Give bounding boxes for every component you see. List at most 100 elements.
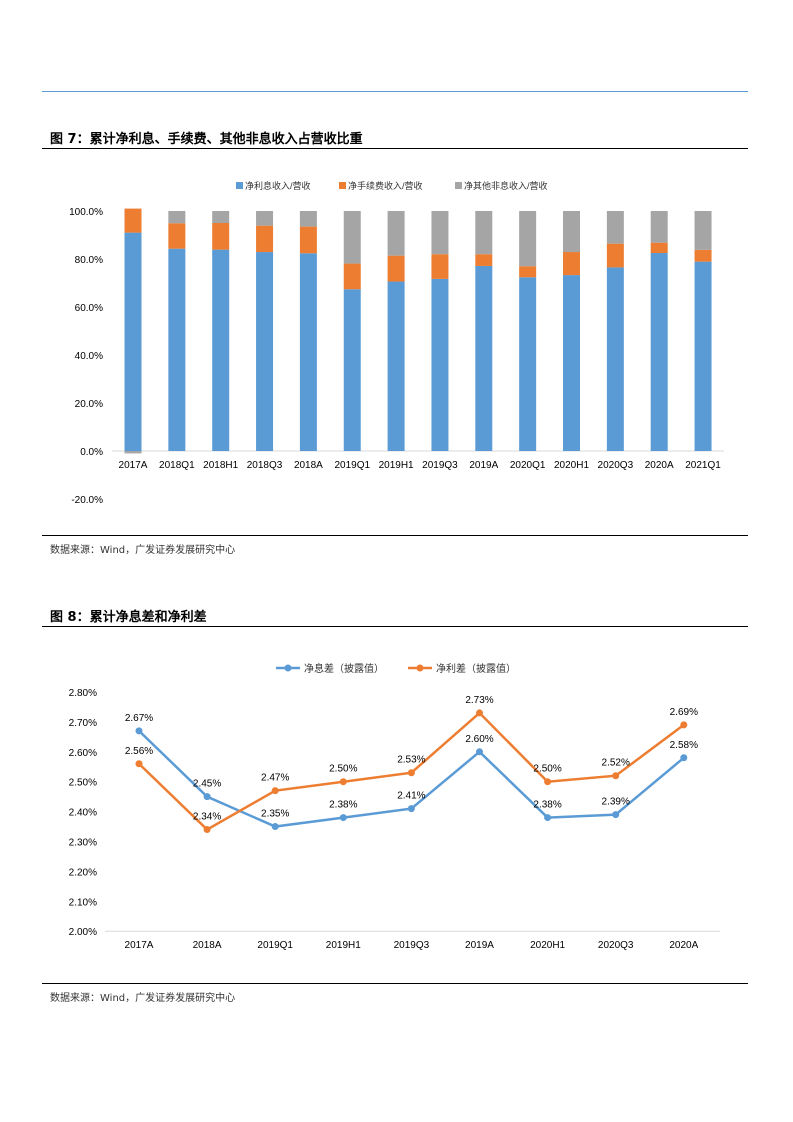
bar-segment <box>212 211 230 223</box>
bar-segment <box>124 232 142 451</box>
legend-marker <box>416 664 424 672</box>
data-point <box>339 778 347 786</box>
legend-label: 净息差（披露值） <box>304 662 384 675</box>
figure7-source: 数据来源：Wind，广发证券发展研究中心 <box>50 545 236 556</box>
data-label: 2.50% <box>329 764 357 775</box>
data-label: 2.35% <box>261 809 289 820</box>
bar-segment <box>387 255 405 282</box>
y-tick-label: 2.80% <box>69 688 97 699</box>
x-tick-label: 2018A <box>193 940 222 951</box>
header-rule <box>42 91 748 92</box>
x-tick-label: 2019H1 <box>379 460 414 471</box>
data-label: 2.69% <box>670 707 698 718</box>
legend-label: 净其他非息收入/营收 <box>464 180 548 191</box>
x-tick-label: 2021Q1 <box>685 460 721 471</box>
bar-segment <box>606 243 624 268</box>
bar-segment <box>387 281 405 451</box>
data-point <box>476 748 483 756</box>
bar-segment <box>256 211 274 226</box>
x-tick-label: 2020Q3 <box>598 940 634 951</box>
bar-segment <box>124 208 142 233</box>
y-tick-label: 2.20% <box>69 867 97 878</box>
bar-segment <box>475 265 493 451</box>
data-label: 2.47% <box>261 773 289 784</box>
x-tick-label: 2020H1 <box>554 460 589 471</box>
y-tick-label: 100.0% <box>69 207 103 218</box>
data-label: 2.50% <box>533 764 561 775</box>
x-tick-label: 2019Q1 <box>334 460 370 471</box>
bar-segment <box>606 211 624 244</box>
y-tick-label: 2.30% <box>69 838 97 849</box>
bar-segment <box>650 242 668 253</box>
legend-swatch <box>236 182 243 189</box>
y-tick-label: 60.0% <box>75 303 103 314</box>
x-tick-label: 2017A <box>125 940 154 951</box>
x-tick-label: 2018Q3 <box>247 460 283 471</box>
bar-segment <box>563 252 580 276</box>
figure8-top-rule <box>42 626 748 627</box>
y-tick-label: 0.0% <box>80 447 103 458</box>
figure8-title: 图 8：累计净息差和净利差 <box>50 610 207 625</box>
bar-segment <box>563 275 580 451</box>
bar-segment <box>124 451 142 454</box>
x-tick-label: 2019Q1 <box>257 940 293 951</box>
bar-segment <box>299 226 317 254</box>
bar-segment <box>343 263 361 290</box>
x-tick-label: 2020Q1 <box>510 460 546 471</box>
data-point <box>271 787 279 795</box>
data-label: 2.41% <box>397 791 425 802</box>
data-label: 2.38% <box>329 800 357 811</box>
bar-segment <box>563 211 580 253</box>
bar-segment <box>519 266 537 278</box>
bar-segment <box>299 253 317 451</box>
bar-segment <box>343 289 361 451</box>
bar-segment <box>694 211 712 250</box>
x-tick-label: 2018H1 <box>203 460 238 471</box>
x-tick-label: 2019Q3 <box>394 940 430 951</box>
legend-swatch <box>339 182 346 189</box>
y-tick-label: 2.50% <box>69 778 97 789</box>
data-point <box>407 769 415 777</box>
bar-segment <box>650 211 668 243</box>
bar-segment <box>431 278 449 451</box>
figure8-chart: 2.80% 2.70% 2.60% 2.50% 2.40% 2.30% 2.20% 2.10%… <box>69 662 720 951</box>
data-point <box>612 811 620 819</box>
data-label: 2.58% <box>670 740 698 751</box>
data-point <box>407 805 415 813</box>
data-point <box>544 814 552 822</box>
bar-segment <box>212 249 230 451</box>
y-tick-label: 2.00% <box>69 927 97 938</box>
data-label: 2.73% <box>465 695 493 706</box>
y-tick-label: 2.40% <box>69 808 97 819</box>
x-tick-label: 2019Q3 <box>422 460 458 471</box>
data-point <box>612 772 620 780</box>
data-point <box>203 826 211 834</box>
data-point <box>680 754 688 762</box>
bar-segment <box>475 254 493 266</box>
bar-segment <box>168 248 186 451</box>
x-tick-label: 2019A <box>469 460 498 471</box>
bar-segment <box>606 267 624 451</box>
bar-segment <box>694 249 712 262</box>
bar-segment <box>431 254 449 279</box>
bar-segment <box>168 211 186 224</box>
bar-segment <box>387 211 405 256</box>
bar-segment <box>299 211 317 227</box>
data-label: 2.45% <box>193 779 221 790</box>
x-tick-label: 2020H1 <box>530 940 565 951</box>
data-label: 2.60% <box>465 734 493 745</box>
x-tick-label: 2020A <box>645 460 674 471</box>
bar-segment <box>475 211 493 255</box>
y-tick-label: 20.0% <box>75 399 103 410</box>
legend-marker <box>284 664 292 672</box>
data-label: 2.53% <box>397 755 425 766</box>
legend-label: 净手续费收入/营收 <box>348 180 423 191</box>
x-tick-label: 2019H1 <box>326 940 361 951</box>
data-point <box>203 793 211 801</box>
data-point <box>135 727 143 735</box>
bar-segment <box>519 211 537 267</box>
data-label: 2.56% <box>125 746 153 757</box>
bar-segment <box>694 261 712 451</box>
bar-segment <box>256 252 274 451</box>
